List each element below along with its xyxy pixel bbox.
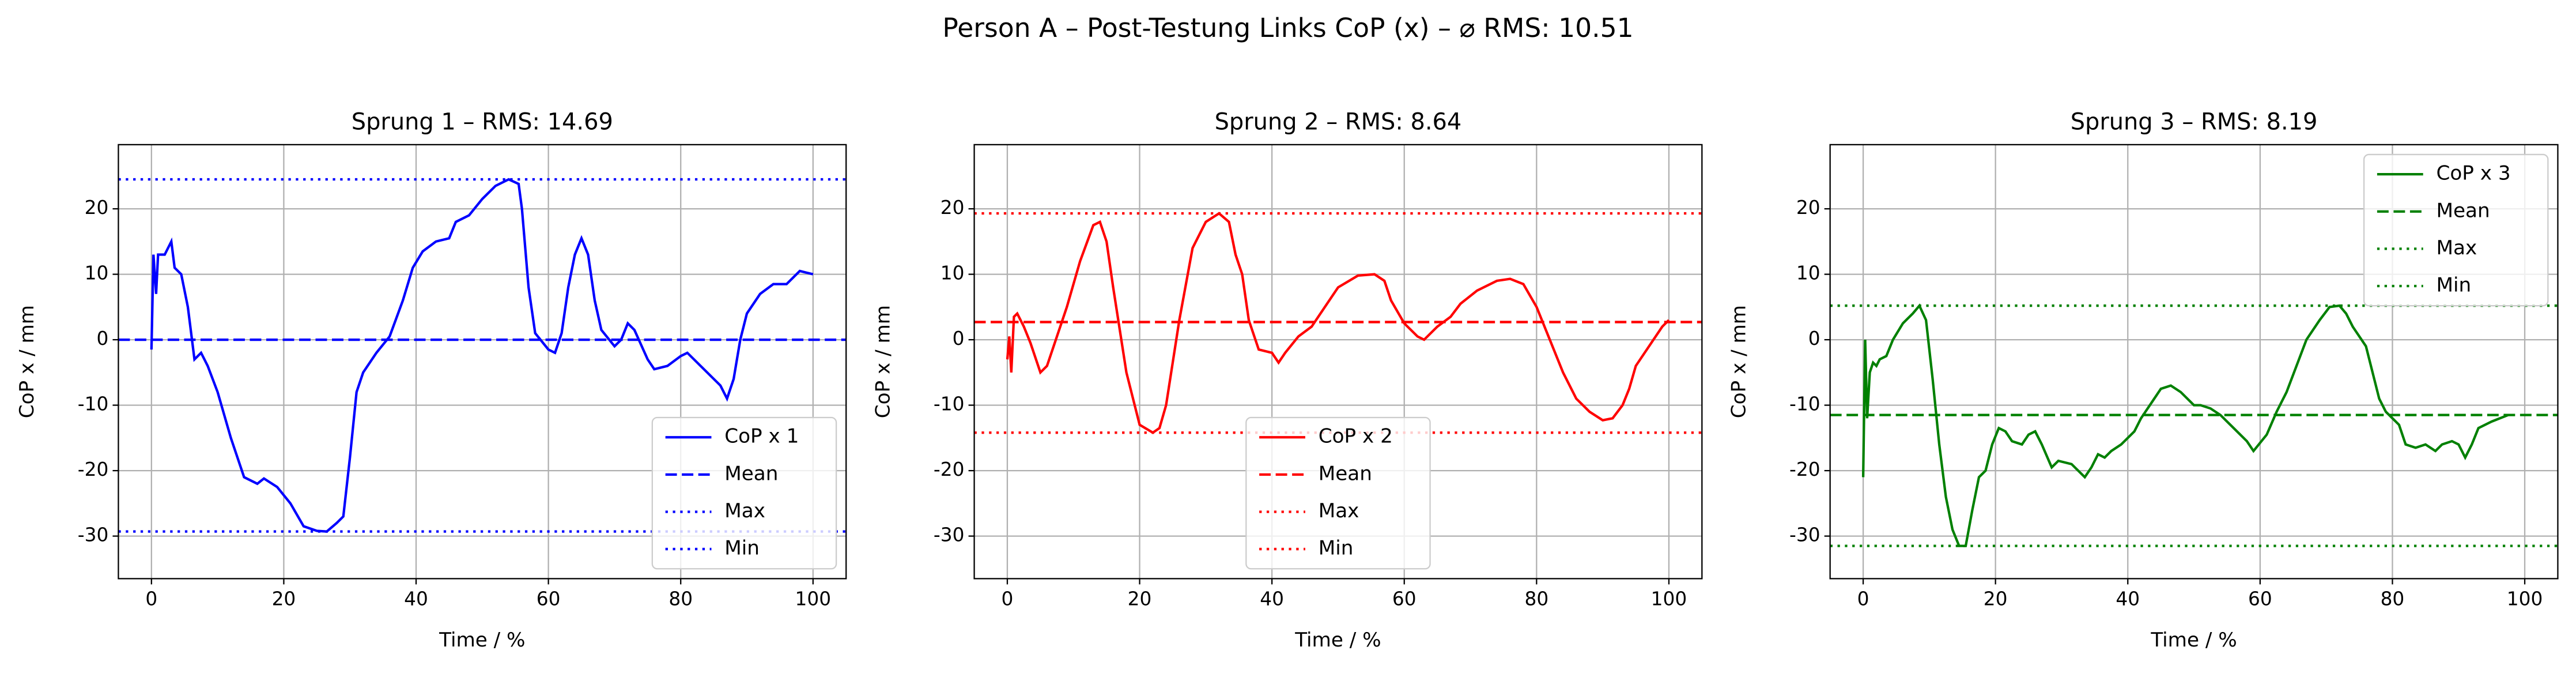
legend-label: Min: [1319, 537, 1354, 560]
y-tick-label: -30: [1789, 524, 1820, 546]
x-tick-label: 0: [1002, 588, 1014, 610]
data-line: [1861, 303, 2509, 547]
y-tick-label: 0: [96, 328, 108, 349]
legend-label: Min: [2437, 273, 2472, 296]
y-tick-label: 20: [85, 197, 109, 219]
legend-label: Mean: [1319, 462, 1372, 485]
legend-label: Max: [2437, 236, 2477, 260]
y-axis-label: CoP x / mm: [871, 305, 894, 418]
plot-area: [1830, 303, 2558, 547]
axes-frame: [1829, 144, 2559, 580]
x-tick-label: 60: [1392, 588, 1417, 610]
subplot: Sprung 2 – RMS: 8.640 20 40 60 80 100-30-20-1…: [871, 108, 1703, 652]
data-line: [1006, 212, 1670, 434]
legend-label: CoP x 3: [2437, 162, 2511, 185]
legend-box: [2363, 153, 2549, 307]
y-tick-label: -10: [934, 393, 965, 415]
y-tick-label: 0: [1808, 328, 1820, 349]
subplot-title: Sprung 3 – RMS: 8.19: [2071, 108, 2318, 135]
y-tick-label: 10: [85, 262, 109, 284]
axes-frame: [973, 144, 1703, 580]
y-tick-label: 10: [940, 262, 965, 284]
legend: CoP x 2 Mean Max Min: [1245, 416, 1431, 570]
x-tick-label: 40: [404, 588, 428, 610]
subplot: Sprung 1 – RMS: 14.690 20 40 60 80 100-30-20-…: [16, 108, 847, 652]
legend: CoP x 1 Mean Max Min: [651, 416, 837, 570]
x-tick-label: 60: [2248, 588, 2272, 610]
x-axis-label: Time / %: [439, 629, 525, 652]
x-tick-label: 100: [2507, 588, 2543, 610]
x-tick-label: 20: [1128, 588, 1152, 610]
x-tick-label: 20: [272, 588, 296, 610]
legend-label: Min: [724, 537, 760, 560]
x-tick-label: 100: [1651, 588, 1687, 610]
subplot-title: Sprung 1 – RMS: 14.69: [352, 108, 613, 135]
y-axis-label: CoP x / mm: [16, 305, 39, 418]
legend-label: Mean: [724, 462, 778, 485]
legend-label: Mean: [2437, 199, 2490, 222]
data-line: [150, 178, 814, 533]
x-tick-label: 80: [1524, 588, 1548, 610]
legend-box: [1245, 416, 1431, 570]
y-tick-label: -10: [1789, 393, 1820, 415]
x-tick-label: 80: [668, 588, 693, 610]
y-tick-label: 20: [940, 197, 965, 219]
y-tick-label: 10: [1796, 262, 1820, 284]
y-tick-label: -20: [1789, 458, 1820, 480]
y-tick-label: 0: [953, 328, 965, 349]
y-tick-label: -20: [78, 458, 109, 480]
x-tick-label: 0: [145, 588, 157, 610]
legend-label: Max: [1319, 499, 1359, 522]
plot-area: [974, 212, 1702, 434]
x-tick-label: 100: [795, 588, 832, 610]
x-axis-label: Time / %: [2150, 629, 2237, 652]
x-tick-label: 40: [2116, 588, 2140, 610]
x-axis-label: Time / %: [1294, 629, 1381, 652]
y-tick-label: -30: [78, 524, 109, 546]
x-tick-label: 60: [537, 588, 561, 610]
legend-box: [651, 416, 837, 570]
legend: CoP x 3 Mean Max Min: [2363, 153, 2549, 307]
y-tick-label: -30: [934, 524, 965, 546]
figure-title: Person A – Post-Testung Links CoP (x) – …: [942, 13, 1633, 43]
x-tick-label: 40: [1260, 588, 1284, 610]
y-tick-label: -10: [78, 393, 109, 415]
subplot: Sprung 3 – RMS: 8.190 20 40 60 80 100-30-20-1…: [1727, 108, 2559, 652]
legend-label: CoP x 1: [724, 425, 799, 448]
x-tick-label: 0: [1857, 588, 1869, 610]
legend-label: Max: [724, 499, 765, 522]
y-axis-label: CoP x / mm: [1727, 305, 1750, 418]
y-tick-label: -20: [934, 458, 965, 480]
x-tick-label: 80: [2381, 588, 2405, 610]
subplot-title: Sprung 2 – RMS: 8.64: [1215, 108, 1462, 135]
legend-label: CoP x 2: [1319, 425, 1393, 448]
y-tick-label: 20: [1796, 197, 1820, 219]
axes-frame: [118, 144, 847, 580]
x-tick-label: 20: [1984, 588, 2008, 610]
